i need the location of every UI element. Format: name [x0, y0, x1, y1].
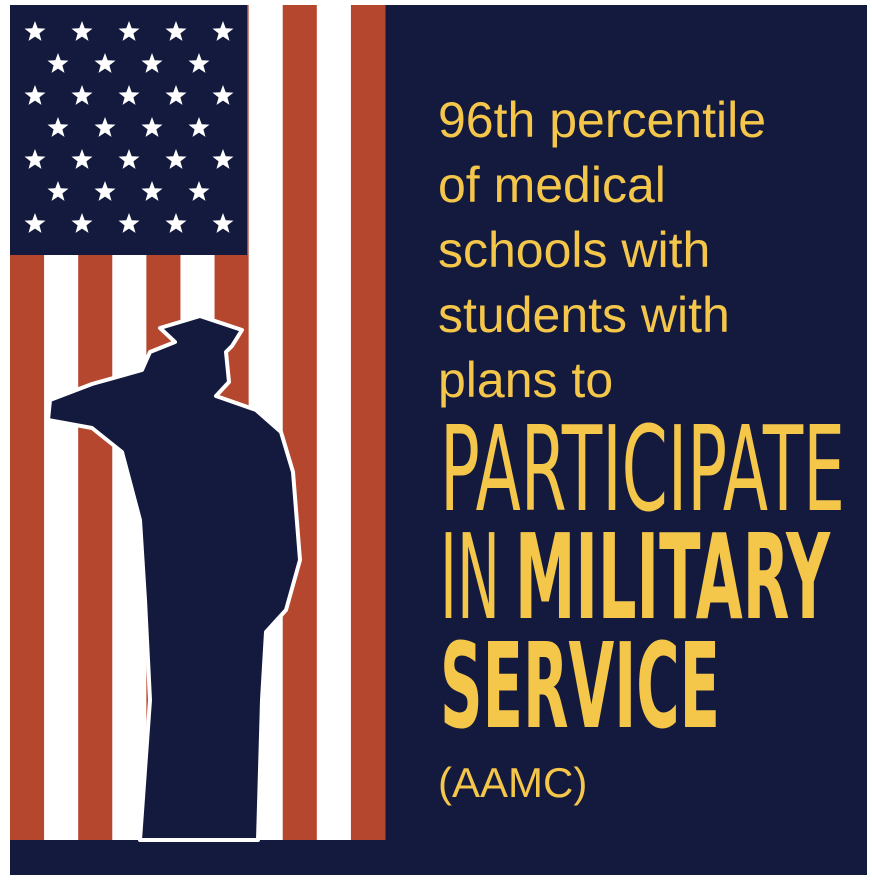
- text-line: students with: [438, 287, 730, 343]
- star: [165, 21, 187, 41]
- stripe: [282, 5, 318, 840]
- stripe: [316, 5, 352, 840]
- star: [47, 117, 69, 137]
- star: [141, 181, 163, 201]
- star: [212, 21, 234, 41]
- stripe: [350, 5, 386, 840]
- star: [24, 85, 46, 105]
- star: [212, 149, 234, 169]
- star: [212, 213, 234, 233]
- emphasis-word: PARTICIPATE: [440, 400, 845, 538]
- star: [141, 117, 163, 137]
- text-line: plans to: [438, 352, 613, 408]
- soldier-silhouette: [46, 314, 302, 842]
- star: [94, 181, 116, 201]
- star: [188, 117, 210, 137]
- emphasis-word: MILITARY: [515, 508, 831, 646]
- star: [71, 21, 93, 41]
- star: [118, 149, 140, 169]
- emphasis-word: IN: [440, 508, 500, 646]
- text-line: schools with: [438, 222, 710, 278]
- star: [24, 21, 46, 41]
- star: [47, 181, 69, 201]
- text-line: of medical: [438, 157, 666, 213]
- star: [71, 213, 93, 233]
- star: [47, 53, 69, 73]
- star: [24, 213, 46, 233]
- star: [118, 213, 140, 233]
- star: [165, 85, 187, 105]
- canton: [10, 5, 247, 255]
- text-line: 96th percentile: [438, 92, 766, 148]
- star: [71, 85, 93, 105]
- star: [188, 181, 210, 201]
- emphasis-word: SERVICE: [440, 617, 720, 755]
- star: [188, 53, 210, 73]
- star: [94, 117, 116, 137]
- star: [71, 149, 93, 169]
- star: [141, 53, 163, 73]
- star: [118, 21, 140, 41]
- source: (AAMC): [438, 759, 587, 806]
- star: [165, 213, 187, 233]
- star: [212, 85, 234, 105]
- star: [24, 149, 46, 169]
- star: [118, 85, 140, 105]
- star: [165, 149, 187, 169]
- star: [94, 53, 116, 73]
